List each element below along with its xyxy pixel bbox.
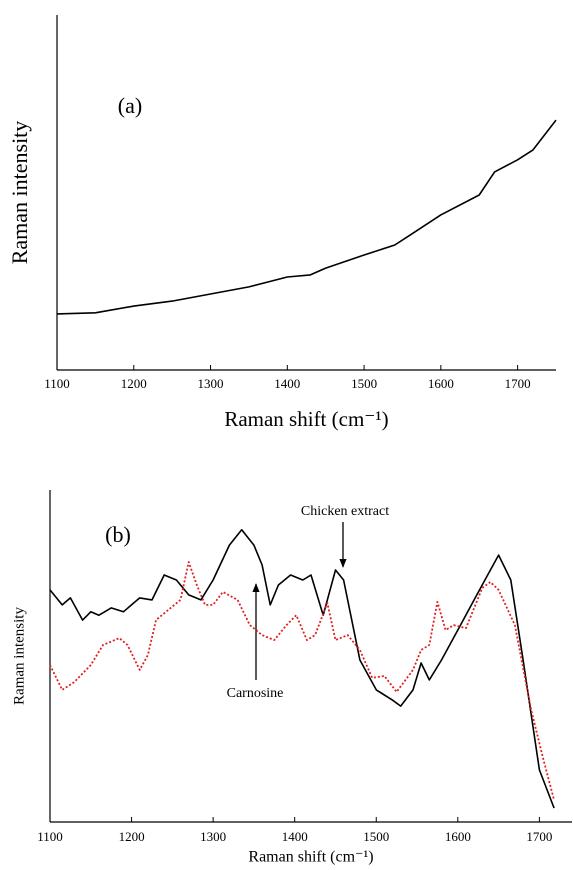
x-tick-label: 1700	[526, 829, 552, 844]
x-tick-label: 1200	[121, 376, 147, 391]
y-axis-label: Raman intensity	[11, 607, 27, 705]
x-tick-label: 1100	[44, 376, 70, 391]
panel-label: (b)	[105, 522, 131, 547]
y-axis-label: Raman intensity	[7, 121, 32, 265]
x-tick-label: 1500	[363, 829, 389, 844]
spectrum-line	[56, 119, 557, 315]
x-axis-label: Raman shift (cm⁻¹)	[248, 849, 373, 866]
x-tick-label: 1200	[119, 829, 145, 844]
x-tick-label: 1500	[351, 376, 377, 391]
panel-label: (a)	[118, 93, 142, 118]
spectrum-line	[49, 529, 555, 809]
x-tick-label: 1400	[274, 376, 300, 391]
spectrum-line	[49, 561, 555, 801]
x-tick-label: 1300	[200, 829, 226, 844]
x-tick-label: 1400	[282, 829, 308, 844]
x-tick-label: 1600	[445, 829, 471, 844]
series-annotation: Carnosine	[227, 686, 284, 701]
x-tick-label: 1700	[505, 376, 531, 391]
x-axis-label: Raman shift (cm⁻¹)	[224, 407, 388, 431]
series-annotation: Chicken extract	[301, 504, 389, 519]
x-tick-label: 1100	[37, 829, 63, 844]
x-tick-label: 1300	[198, 376, 224, 391]
x-tick-label: 1600	[428, 376, 454, 391]
